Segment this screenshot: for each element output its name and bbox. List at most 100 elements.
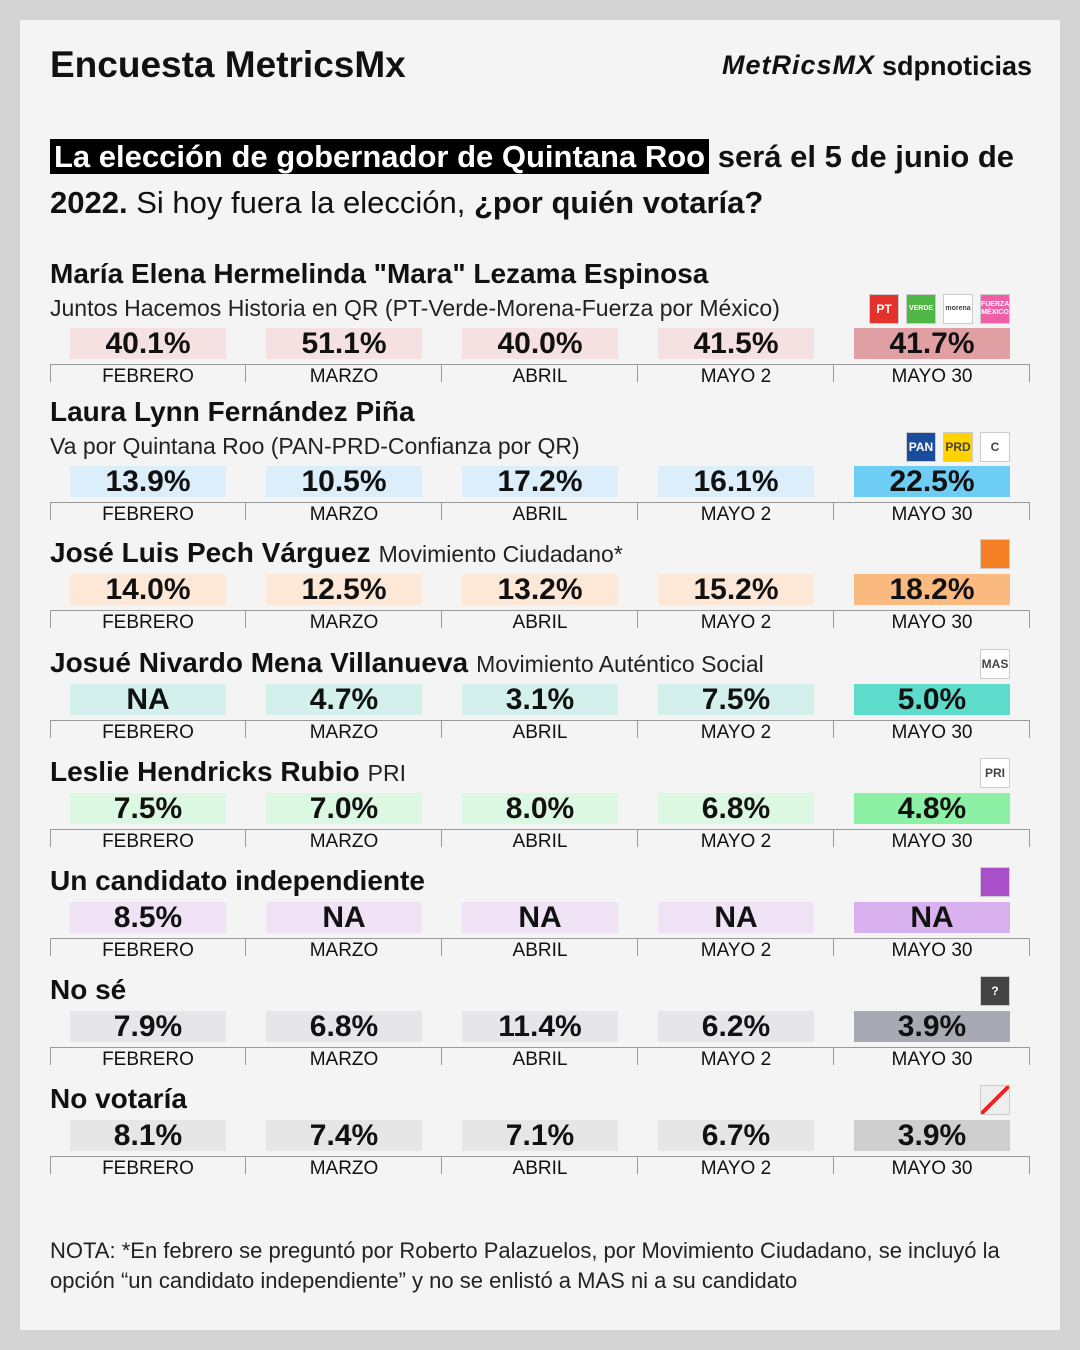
month-label: MAYO 30 <box>891 366 973 387</box>
month-label: MAYO 30 <box>891 1049 973 1070</box>
separator-tick <box>1029 720 1030 738</box>
separator-tick <box>1029 1156 1030 1174</box>
separator-tick <box>441 1156 442 1174</box>
metrics-logo: MetRicsMX <box>722 50 876 80</box>
value-box: 17.2% <box>462 466 618 497</box>
value-box: 3.9% <box>854 1120 1010 1151</box>
party-logo: morena <box>943 294 973 324</box>
separator <box>50 610 1030 611</box>
value-box: 4.7% <box>266 684 422 715</box>
candidate-name: No votaría <box>50 1083 187 1114</box>
separator-tick <box>245 502 246 520</box>
value-box: 15.2% <box>658 574 814 605</box>
separator-tick <box>637 502 638 520</box>
month-label: MAYO 2 <box>700 504 772 525</box>
separator-tick <box>833 1047 834 1065</box>
separator-tick <box>50 938 51 956</box>
candidate-row: Josué Nivardo Mena Villanueva Movimiento … <box>50 647 764 679</box>
sdp-logo: sdpnoticias <box>882 51 1033 81</box>
separator <box>50 364 1030 365</box>
separator-tick <box>245 1047 246 1065</box>
month-label: ABRIL <box>512 722 568 743</box>
separator-tick <box>637 938 638 956</box>
question: La elección de gobernador de Quintana Ro… <box>50 134 1020 226</box>
month-label: ABRIL <box>512 612 568 633</box>
party-logo: PAN <box>906 432 936 462</box>
separator <box>50 829 1030 830</box>
separator <box>50 502 1030 503</box>
party-logo: PRD <box>943 432 973 462</box>
value-box: 8.5% <box>70 902 226 933</box>
party-logo: PRI <box>980 758 1010 788</box>
value-box: 13.2% <box>462 574 618 605</box>
separator-tick <box>50 364 51 382</box>
separator-tick <box>833 364 834 382</box>
month-label: FEBRERO <box>102 612 194 633</box>
separator-tick <box>833 610 834 628</box>
month-label: MAYO 30 <box>891 722 973 743</box>
value-box: 40.0% <box>462 328 618 359</box>
value-box: 6.2% <box>658 1011 814 1042</box>
separator-tick <box>441 364 442 382</box>
separator-tick <box>50 610 51 628</box>
separator-tick <box>833 938 834 956</box>
candidate-row: Laura Lynn Fernández Piña <box>50 396 415 428</box>
value-box: 22.5% <box>854 466 1010 497</box>
separator-tick <box>245 610 246 628</box>
separator <box>50 720 1030 721</box>
month-label: MARZO <box>309 504 379 525</box>
candidate-row: Un candidato independiente <box>50 865 425 897</box>
month-label: MARZO <box>309 831 379 852</box>
party-logo: VERDE <box>906 294 936 324</box>
month-label: FEBRERO <box>102 366 194 387</box>
month-label: ABRIL <box>512 1158 568 1179</box>
value-box: 3.1% <box>462 684 618 715</box>
month-label: MARZO <box>309 722 379 743</box>
party-logo: MAS <box>980 649 1010 679</box>
separator-tick <box>833 1156 834 1174</box>
question-plain: Si hoy fuera la elección, <box>136 185 466 220</box>
month-label: FEBRERO <box>102 940 194 961</box>
candidate-row: Leslie Hendricks Rubio PRI <box>50 756 406 788</box>
value-box: 18.2% <box>854 574 1010 605</box>
month-label: MARZO <box>309 1158 379 1179</box>
separator-tick <box>1029 610 1030 628</box>
separator <box>50 1156 1030 1157</box>
separator-tick <box>833 829 834 847</box>
separator-tick <box>1029 829 1030 847</box>
month-label: MAYO 2 <box>700 612 772 633</box>
question-highlight: La elección de gobernador de Quintana Ro… <box>50 139 710 174</box>
month-label: FEBRERO <box>102 831 194 852</box>
party: Movimiento Ciudadano* <box>378 541 623 567</box>
separator-tick <box>245 720 246 738</box>
month-label: MAYO 2 <box>700 1049 772 1070</box>
party-logo: FUERZA MÉXICO <box>980 294 1010 324</box>
separator-tick <box>245 829 246 847</box>
value-box: 6.7% <box>658 1120 814 1151</box>
candidate-name: María Elena Hermelinda "Mara" Lezama Esp… <box>50 258 709 289</box>
value-box: 14.0% <box>70 574 226 605</box>
separator-tick <box>441 938 442 956</box>
separator-tick <box>1029 938 1030 956</box>
party-logo: PT <box>869 294 899 324</box>
card <box>20 20 1060 1330</box>
value-box: 8.0% <box>462 793 618 824</box>
separator-tick <box>50 1047 51 1065</box>
value-box: 41.5% <box>658 328 814 359</box>
month-label: MAYO 2 <box>700 722 772 743</box>
month-label: MAYO 30 <box>891 1158 973 1179</box>
value-box: 13.9% <box>70 466 226 497</box>
month-label: MAYO 2 <box>700 831 772 852</box>
month-label: ABRIL <box>512 831 568 852</box>
candidate-row: No votaría <box>50 1083 187 1115</box>
party-logo <box>980 1085 1010 1115</box>
separator-tick <box>50 502 51 520</box>
candidate-name: Josué Nivardo Mena Villanueva <box>50 647 469 678</box>
value-box: 51.1% <box>266 328 422 359</box>
month-label: MAYO 2 <box>700 940 772 961</box>
value-box: 7.5% <box>70 793 226 824</box>
month-label: ABRIL <box>512 366 568 387</box>
party: Va por Quintana Roo (PAN-PRD-Confianza p… <box>50 433 580 459</box>
separator-tick <box>441 502 442 520</box>
separator-tick <box>833 502 834 520</box>
